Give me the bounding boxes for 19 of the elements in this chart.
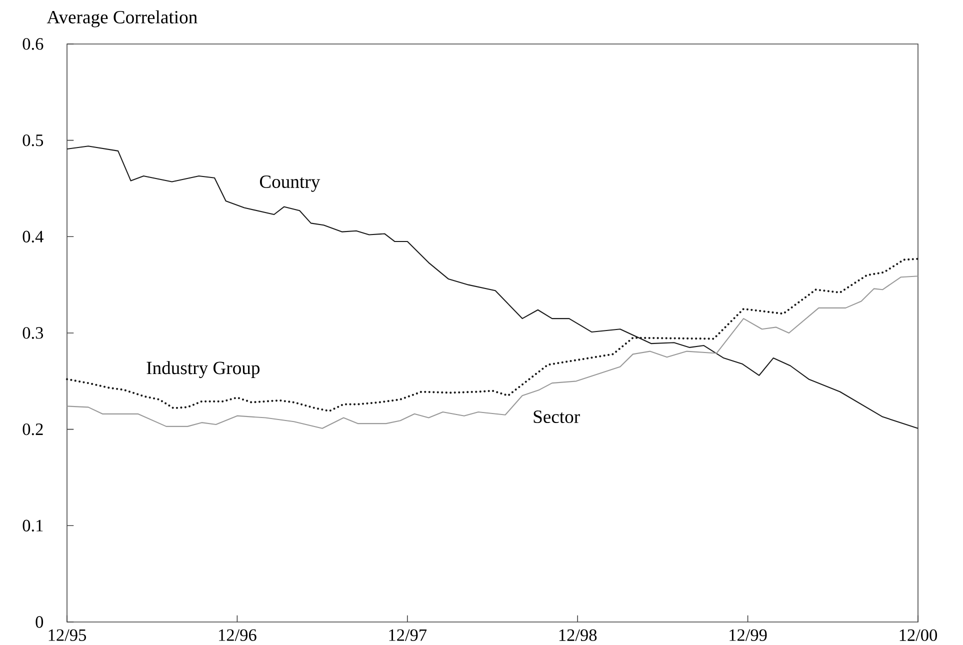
y-axis-title: Average Correlation xyxy=(46,10,198,28)
y-tick-label: 0.1 xyxy=(22,520,43,532)
y-tick-label: 0 xyxy=(36,616,44,628)
line-series xyxy=(66,145,919,429)
x-tick-label: 12/95 xyxy=(48,629,86,641)
x-tick-label: 12/96 xyxy=(219,629,256,641)
y-tick-label: 0.3 xyxy=(22,326,44,339)
y-tick-label: 0.5 xyxy=(22,134,44,146)
x-tick-label: 12/98 xyxy=(559,629,597,641)
x-tick-label: 12/00 xyxy=(900,629,938,641)
y-tick-label: 0.4 xyxy=(22,230,44,242)
x-tick-label: 12/97 xyxy=(389,629,427,641)
series-label: Sector xyxy=(534,410,580,423)
line-series xyxy=(66,275,919,429)
series-label: Country xyxy=(260,175,320,192)
y-tick-label: 0.2 xyxy=(22,423,43,435)
x-tick-label: 12/99 xyxy=(730,629,767,641)
series-label: Industry Group xyxy=(146,360,260,378)
y-tick-label: 0.6 xyxy=(22,38,44,50)
